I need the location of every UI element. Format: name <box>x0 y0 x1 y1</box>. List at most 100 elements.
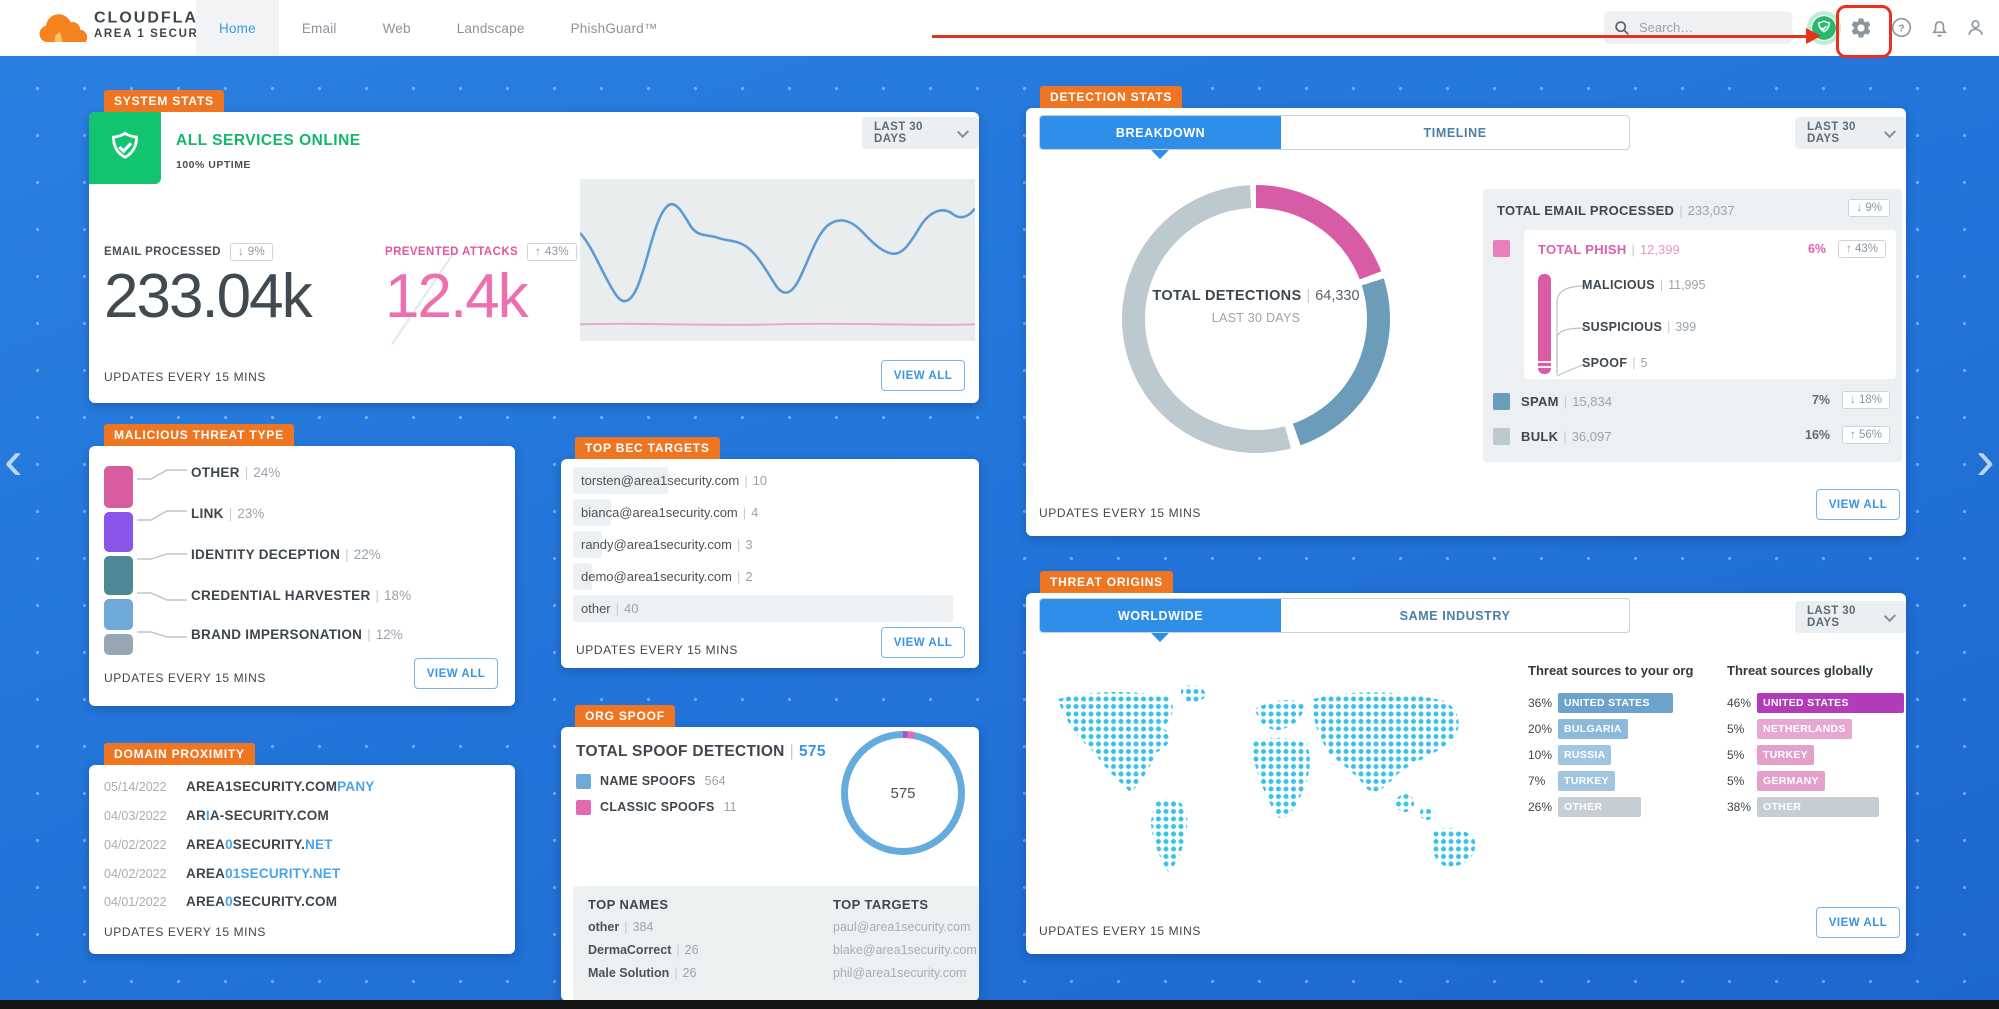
chevron-down-icon <box>1884 125 1897 138</box>
detection-stats-view-all-button[interactable]: VIEW ALL <box>1816 489 1900 520</box>
bar-segment-other <box>104 466 133 508</box>
brand-text: CLOUDFLARE® AREA 1 SECURITY <box>94 9 230 41</box>
email-processed-label: EMAIL PROCESSED <box>104 246 221 258</box>
nav-item-home[interactable]: Home <box>196 0 279 56</box>
bec-count-bar <box>573 467 668 494</box>
system-stats-sparkline-chart <box>579 179 977 341</box>
phish-delta-badge: ↑ 43% <box>1838 240 1886 258</box>
threat-origins-card: WORLDWIDE SAME INDUSTRY LAST 30 DAYS Thr… <box>1026 593 1906 954</box>
carousel-prev-chevron-icon[interactable]: ‹ <box>4 428 23 491</box>
spam-legend-swatch <box>1493 393 1510 410</box>
domain-proximity-card: 05/14/2022 AREA1SECURITY.COMPANY 04/03/20… <box>89 765 515 954</box>
top-targets-header: TOP TARGETS <box>833 897 929 912</box>
top-bec-targets-tag: TOP BEC TARGETS <box>575 437 720 459</box>
search-input[interactable] <box>1637 19 1781 36</box>
chevron-down-icon <box>956 125 969 138</box>
active-tab-pointer <box>1151 150 1169 159</box>
bec-view-all-button[interactable]: VIEW ALL <box>881 627 965 658</box>
threat-type-stacked-bar-chart <box>104 466 133 656</box>
updates-note: UPDATES EVERY 15 MINS <box>104 925 266 939</box>
updates-note: UPDATES EVERY 15 MINS <box>104 671 266 685</box>
nav-item-landscape[interactable]: Landscape <box>456 20 525 36</box>
bec-count-bar <box>573 563 592 590</box>
country-bar: RUSSIA <box>1558 745 1612 765</box>
legend-name-spoofs: NAME SPOOFS 564 <box>576 773 726 789</box>
country-bar: GERMANY <box>1757 771 1825 791</box>
threat-type-row: CREDENTIAL HARVESTER | 18% <box>191 588 412 603</box>
domain-row: 04/02/2022 AREA01SECURITY.NET <box>104 866 341 881</box>
uptime-text: 100% UPTIME <box>176 159 251 171</box>
global-source-row: 38% OTHER <box>1727 797 1879 817</box>
bec-target-row: torsten@area1security.com | 10 <box>573 467 967 494</box>
global-source-row: 46% UNITED STATES <box>1727 693 1905 713</box>
system-stats-view-all-button[interactable]: VIEW ALL <box>881 360 965 391</box>
tab-timeline[interactable]: TIMELINE <box>1423 125 1487 140</box>
detection-breakdown-panel: TOTAL EMAIL PROCESSED | 233,037 ↓ 9% TOTAL… <box>1483 189 1902 462</box>
country-bar: TURKEY <box>1558 771 1615 791</box>
updates-note: UPDATES EVERY 15 MINS <box>104 370 266 384</box>
top-names-header: TOP NAMES <box>588 897 669 912</box>
org-spoof-card: TOTAL SPOOF DETECTION | 575 NAME SPOOFS 564… <box>561 727 979 1001</box>
connector-line <box>137 469 187 480</box>
legend-classic-spoofs: CLASSIC SPOOFS 11 <box>576 799 737 815</box>
malicious-threat-type-tag: MALICIOUS THREAT TYPE <box>104 424 294 446</box>
prevented-attacks-delta-badge: ↑ 43% <box>527 243 578 261</box>
nav-item-email[interactable]: Email <box>301 20 337 36</box>
country-bar: TURKEY <box>1757 745 1814 765</box>
system-stats-date-range-dropdown[interactable]: LAST 30 DAYS <box>862 117 979 149</box>
top-target-row: blake@area1security.com <box>833 943 977 957</box>
org-spoof-detail-panel: TOP NAMES other | 384 DermaCorrect | 26 Male… <box>573 886 979 1001</box>
bec-target-row: demo@area1security.com | 2 <box>573 563 967 590</box>
prevented-attacks-label: PREVENTED ATTACKS <box>385 246 519 258</box>
total-email-delta-badge: ↓ 9% <box>1848 199 1890 217</box>
active-tab-pointer <box>1151 633 1169 642</box>
bar-segment-brand-impersonation <box>104 634 133 656</box>
detection-stats-tag: DETECTION STATS <box>1040 86 1183 108</box>
annotation-red-arrowhead <box>1806 28 1821 44</box>
bec-target-row: randy@area1security.com | 3 <box>573 531 967 558</box>
search-box[interactable] <box>1604 11 1792 44</box>
domain-row: 04/02/2022 AREA0SECURITY.NET <box>104 837 333 852</box>
country-bar: UNITED STATES <box>1558 693 1674 713</box>
connector-lines <box>1556 285 1586 377</box>
country-bar: UNITED STATES <box>1757 693 1905 713</box>
system-stats-tag: SYSTEM STATS <box>104 90 224 112</box>
threat-type-row: BRAND IMPERSONATION | 12% <box>191 627 403 642</box>
notifications-bell-icon[interactable] <box>1928 16 1952 40</box>
chevron-down-icon <box>1884 609 1897 622</box>
tab-breakdown[interactable]: BREAKDOWN <box>1040 116 1282 149</box>
threat-origins-date-range-dropdown[interactable]: LAST 30 DAYS <box>1795 601 1906 633</box>
global-source-row: 5% GERMANY <box>1727 771 1825 791</box>
detection-stats-date-range-dropdown[interactable]: LAST 30 DAYS <box>1795 117 1906 149</box>
spoof-donut-center-value: 575 <box>848 738 958 848</box>
tab-worldwide[interactable]: WORLDWIDE <box>1040 599 1282 632</box>
spoof-row: SPOOF | 5 <box>1582 356 1648 370</box>
threat-origins-view-all-button[interactable]: VIEW ALL <box>1816 907 1900 938</box>
user-avatar-icon[interactable] <box>1964 16 1988 40</box>
nav-item-web[interactable]: Web <box>382 20 411 36</box>
detections-donut-center: TOTAL DETECTIONS | 64,330 LAST 30 DAYS <box>1122 288 1390 325</box>
spam-metrics: 7% ↓ 18% <box>1812 391 1890 409</box>
spam-delta-badge: ↓ 18% <box>1842 391 1890 409</box>
bar-segment-credential-harvester <box>104 598 133 631</box>
org-source-row: 7% TURKEY <box>1528 771 1615 791</box>
annotation-red-highlight-box <box>1836 5 1892 58</box>
nav-item-phishguard[interactable]: PhishGuard™ <box>570 20 658 36</box>
org-source-row: 10% RUSSIA <box>1528 745 1612 765</box>
help-icon[interactable]: ? <box>1890 16 1914 40</box>
total-detections-value: 64,330 <box>1315 288 1360 304</box>
spam-row: SPAM | 15,834 <box>1521 394 1612 409</box>
org-source-row: 20% BULGARIA <box>1528 719 1628 739</box>
detections-donut-chart <box>1122 185 1390 453</box>
carousel-next-chevron-icon[interactable]: › <box>1976 428 1995 491</box>
phish-legend-swatch <box>1493 240 1510 257</box>
total-phish-row: TOTAL PHISH | 12,399 <box>1538 242 1680 257</box>
malicious-row: MALICIOUS | 11,995 <box>1582 278 1706 292</box>
bec-target-row: other | 40 <box>573 595 967 622</box>
total-detections-label: TOTAL DETECTIONS <box>1152 288 1302 304</box>
malicious-threat-view-all-button[interactable]: VIEW ALL <box>414 658 498 689</box>
settings-gear-icon[interactable] <box>1849 16 1873 40</box>
updates-note: UPDATES EVERY 15 MINS <box>1039 506 1201 520</box>
tab-same-industry[interactable]: SAME INDUSTRY <box>1399 608 1511 623</box>
